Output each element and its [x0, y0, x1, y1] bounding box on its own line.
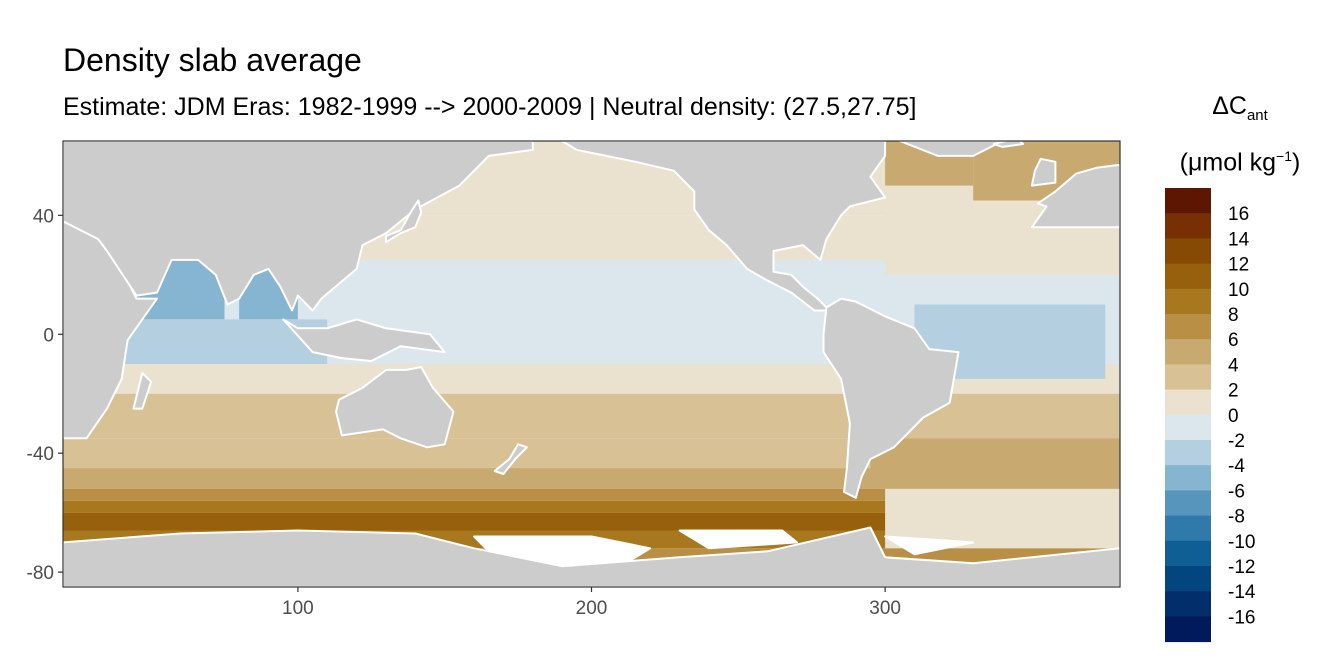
band-10 [63, 512, 1120, 531]
legend-swatch [1165, 238, 1211, 265]
legend-swatch [1165, 288, 1211, 315]
legend-break-label: 16 [1228, 204, 1249, 225]
land-north-america [561, 141, 887, 312]
patch-south-atlantic [870, 438, 1120, 483]
legend-swatch [1165, 566, 1211, 592]
legend-unit-sup: −1 [1276, 148, 1292, 164]
legend-break-label: 10 [1228, 280, 1249, 301]
land-british-isles [1030, 157, 1057, 187]
land-europe-west [1030, 163, 1120, 229]
legend-break-label: -14 [1228, 582, 1256, 603]
land-eurasia [63, 141, 534, 312]
legend-swatch [1165, 465, 1211, 491]
legend-colorbar: 16 14 12 10 8 6 4 2 0 -2 -4 -6 -8 -10 -12 -14 -16 [1165, 188, 1256, 643]
legend-break-label: 8 [1228, 305, 1239, 326]
legend-swatch [1165, 263, 1211, 290]
legend-swatch [1165, 591, 1211, 617]
legend-swatch [1165, 440, 1211, 466]
land-southeast-asia-islands [282, 318, 446, 362]
y-tick-label: 0 [43, 325, 54, 346]
legend-swatch [1165, 339, 1211, 365]
legend-swatch [1165, 389, 1211, 416]
legend-swatch [1165, 213, 1211, 239]
band-8 [63, 488, 1120, 501]
no-data-weddell-gap [884, 535, 975, 556]
land-antarctica [63, 526, 1120, 587]
x-tick-label: 200 [576, 598, 608, 619]
legend-break-label: -16 [1228, 607, 1255, 628]
legend-swatch [1165, 188, 1211, 214]
legend-break-label: -10 [1228, 532, 1255, 553]
y-tick-label: -40 [27, 444, 54, 465]
legend-break-label: 14 [1228, 229, 1250, 250]
no-data-amundsen-gap [678, 529, 798, 550]
land-japan [385, 199, 423, 244]
chart-title: Density slab average [63, 42, 362, 78]
band-5 [63, 393, 1120, 439]
legend-title-main: ΔC [1212, 92, 1247, 120]
legend-swatch [1165, 364, 1211, 391]
band-9 [63, 500, 1120, 513]
land-australia [335, 366, 455, 449]
legend-break-label: -12 [1228, 557, 1255, 578]
legend-unit-suffix: ) [1292, 148, 1301, 177]
legend-unit-prefix: (μmol kg [1179, 148, 1277, 177]
legend-title: ΔCant (μmol kg−1) [1150, 86, 1330, 182]
legend-title-unit: (μmol kg−1) [1150, 136, 1330, 182]
land-new-zealand [493, 443, 528, 475]
legend-break-label: 2 [1228, 381, 1239, 402]
legend-swatch [1165, 616, 1211, 643]
land-iceland [992, 141, 1025, 148]
legend-break-label: -6 [1228, 481, 1245, 502]
legend-title-sub: ant [1246, 107, 1268, 124]
legend-break-label: 0 [1228, 406, 1239, 427]
legend-swatch [1165, 540, 1211, 567]
legend-swatch [1165, 490, 1211, 517]
chart-subtitle: Estimate: JDM Eras: 1982-1999 --> 2000-2… [63, 93, 917, 121]
legend-title-variable: ΔCant [1150, 86, 1330, 136]
legend-break-label: -2 [1228, 431, 1245, 452]
legend-break-label: -8 [1228, 507, 1245, 528]
y-tick-label: -80 [27, 563, 54, 584]
legend-break-label: 4 [1228, 355, 1239, 376]
legend-break-label: -4 [1228, 456, 1245, 477]
land-south-america [822, 297, 960, 499]
land-greenland [898, 141, 1004, 157]
land-madagascar [132, 371, 153, 410]
legend-break-label: 6 [1228, 330, 1239, 351]
x-tick-label: 100 [282, 598, 314, 619]
map-panel [63, 141, 1120, 587]
legend-swatch [1165, 515, 1211, 542]
x-tick-label: 300 [869, 598, 901, 619]
legend-swatch [1165, 414, 1211, 441]
legend-break-label: 12 [1228, 255, 1249, 276]
legend-swatch [1165, 314, 1211, 340]
y-tick-label: 40 [33, 206, 54, 227]
